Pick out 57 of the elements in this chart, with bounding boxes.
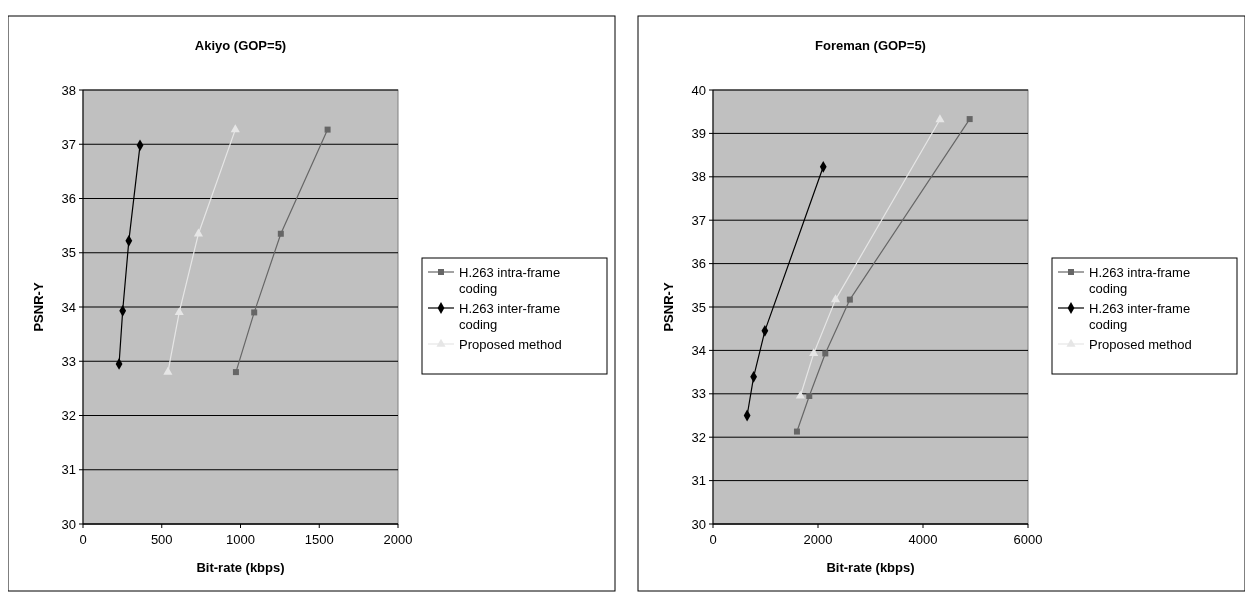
legend-label: Proposed method bbox=[1089, 336, 1192, 352]
y-tick-label: 30 bbox=[61, 516, 76, 532]
y-tick-label: 36 bbox=[691, 256, 706, 272]
legend-label: H.263 intra-frame coding bbox=[459, 264, 561, 296]
y-tick-label: 34 bbox=[691, 342, 706, 358]
y-tick-label: 40 bbox=[691, 82, 706, 98]
x-tick-label: 0 bbox=[709, 532, 717, 547]
y-tick-label: 32 bbox=[691, 429, 706, 445]
y-tick-label: 31 bbox=[61, 462, 76, 478]
point bbox=[809, 348, 819, 357]
point bbox=[232, 369, 239, 376]
x-axis-title: Bit-rate (kbps) bbox=[826, 560, 915, 575]
y-tick-label: 38 bbox=[61, 82, 76, 98]
chart-title: Foreman (GOP=5) bbox=[815, 38, 926, 53]
point bbox=[806, 392, 813, 399]
x-axis-title: Bit-rate (kbps) bbox=[196, 560, 285, 575]
y-tick-label: 30 bbox=[691, 516, 706, 532]
point bbox=[966, 116, 973, 123]
y-axis-title: PSNR-Y bbox=[661, 282, 676, 332]
y-tick-label: 35 bbox=[61, 245, 76, 261]
point bbox=[324, 126, 331, 133]
point bbox=[830, 294, 841, 303]
x-tick-label: 2000 bbox=[803, 532, 833, 547]
y-tick-label: 37 bbox=[61, 136, 76, 152]
legend-label: H.263 inter-frame coding bbox=[1089, 300, 1191, 332]
chart-title: Akiyo (GOP=5) bbox=[194, 38, 287, 53]
y-tick-label: 36 bbox=[61, 191, 76, 207]
x-tick-label: 1000 bbox=[226, 532, 255, 547]
y-tick-label: 34 bbox=[61, 299, 76, 315]
y-tick-label: 33 bbox=[691, 386, 706, 402]
point bbox=[795, 390, 805, 399]
point bbox=[174, 307, 184, 316]
legend-label: H.263 intra-frame coding bbox=[1089, 264, 1191, 296]
x-tick-label: 4000 bbox=[908, 532, 938, 547]
y-tick-label: 35 bbox=[691, 299, 706, 315]
point bbox=[251, 309, 258, 316]
x-tick-label: 2000 bbox=[383, 532, 413, 547]
y-tick-label: 33 bbox=[61, 353, 76, 369]
legend-label: Proposed method bbox=[459, 336, 562, 352]
point bbox=[822, 350, 829, 357]
y-tick-label: 32 bbox=[61, 408, 76, 424]
legend-label: H.263 inter-frame coding bbox=[459, 300, 561, 332]
point bbox=[230, 124, 240, 133]
y-tick-label: 39 bbox=[691, 125, 706, 141]
point bbox=[163, 366, 173, 375]
y-tick-label: 31 bbox=[691, 473, 706, 489]
y-axis-title: PSNR-Y bbox=[31, 282, 46, 332]
x-tick-label: 500 bbox=[150, 532, 173, 547]
point bbox=[793, 428, 800, 435]
y-tick-label: 38 bbox=[691, 169, 706, 185]
x-tick-label: 0 bbox=[79, 532, 87, 547]
y-tick-label: 37 bbox=[691, 212, 706, 228]
point bbox=[277, 230, 284, 237]
x-tick-label: 6000 bbox=[1013, 532, 1043, 547]
x-tick-label: 1500 bbox=[304, 532, 334, 547]
point bbox=[846, 296, 853, 303]
point bbox=[935, 114, 945, 123]
